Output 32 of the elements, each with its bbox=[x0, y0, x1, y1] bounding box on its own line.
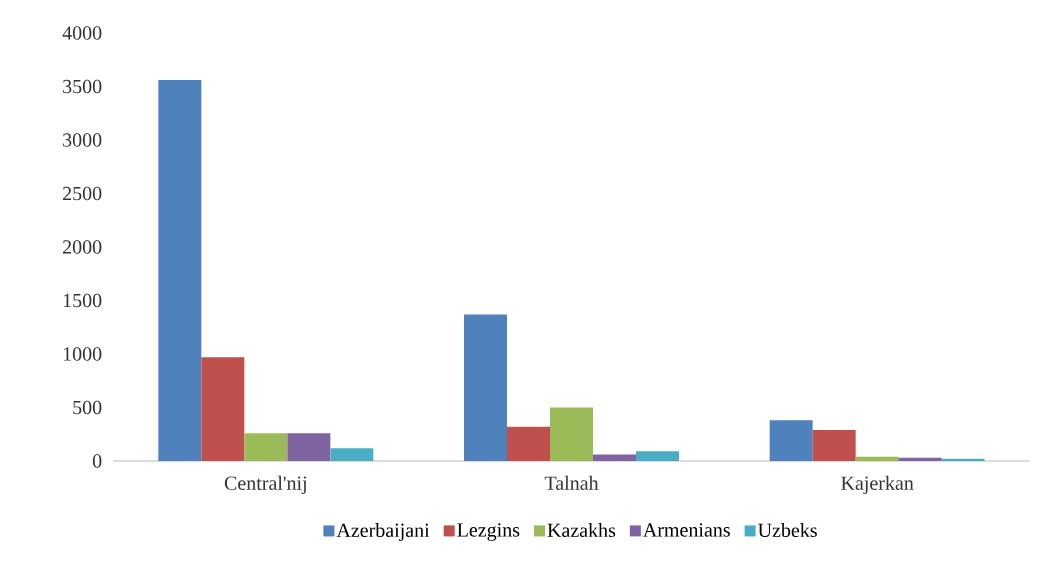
bar bbox=[287, 433, 331, 461]
bar bbox=[898, 457, 942, 461]
legend-label: Lezgins bbox=[457, 523, 520, 541]
bar bbox=[330, 448, 374, 461]
bar bbox=[201, 357, 245, 461]
y-tick-label: 500 bbox=[73, 400, 102, 415]
bar bbox=[636, 451, 679, 461]
x-tick-label: Kajerkan bbox=[841, 475, 914, 494]
bar bbox=[593, 454, 636, 461]
y-tick-label: 2000 bbox=[63, 240, 102, 254]
legend-label: Uzbeks bbox=[758, 522, 817, 538]
y-tick-label: 0 bbox=[92, 454, 102, 468]
bar bbox=[812, 429, 856, 461]
bar bbox=[464, 314, 507, 461]
bar bbox=[550, 407, 593, 461]
legend-label: Azerbaijani bbox=[336, 522, 430, 542]
y-tick-label: 3000 bbox=[63, 133, 102, 147]
legend-label: Kazakhs bbox=[547, 522, 616, 538]
y-tick-label: 3500 bbox=[63, 79, 102, 94]
y-tick-label: 1000 bbox=[63, 347, 102, 361]
bar bbox=[855, 456, 899, 461]
bar bbox=[769, 420, 813, 461]
y-tick-label: 2500 bbox=[63, 186, 102, 201]
x-tick-label: Talnah bbox=[544, 475, 599, 490]
y-tick-label: 4000 bbox=[62, 26, 102, 40]
x-tick-label: Central'nij bbox=[224, 475, 306, 494]
y-tick-label: 1500 bbox=[63, 293, 102, 308]
bar bbox=[507, 426, 550, 461]
bar bbox=[244, 433, 288, 461]
bar bbox=[941, 458, 985, 461]
bar bbox=[158, 80, 202, 461]
legend-label: Armenians bbox=[643, 523, 730, 537]
